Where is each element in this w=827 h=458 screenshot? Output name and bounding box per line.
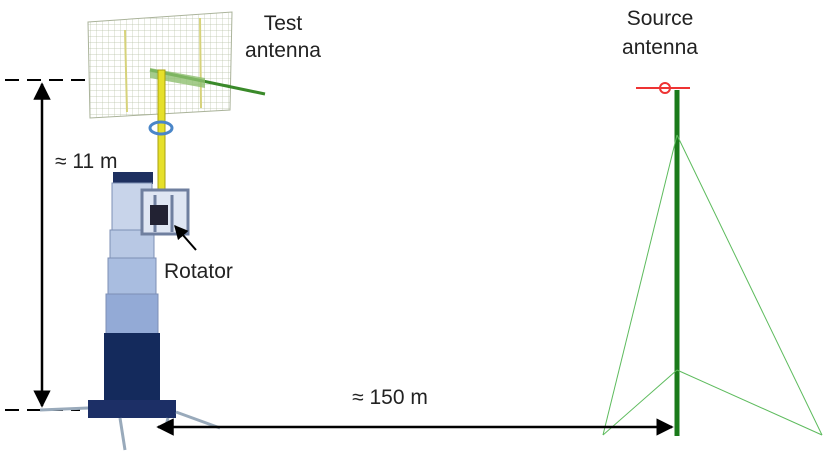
joint	[148, 120, 174, 136]
label: Source	[627, 7, 694, 30]
label: ≈ 150 m	[352, 386, 428, 409]
label: antenna	[245, 39, 321, 62]
source-tower	[602, 82, 823, 436]
label: antenna	[622, 36, 698, 59]
rotator	[140, 188, 197, 251]
height-dimension	[5, 79, 88, 411]
label: ≈ 11 m	[55, 150, 118, 173]
label: Test	[264, 12, 303, 35]
test-tower	[39, 172, 221, 451]
label: Rotator	[164, 260, 233, 283]
test-antenna-panel	[87, 11, 266, 119]
